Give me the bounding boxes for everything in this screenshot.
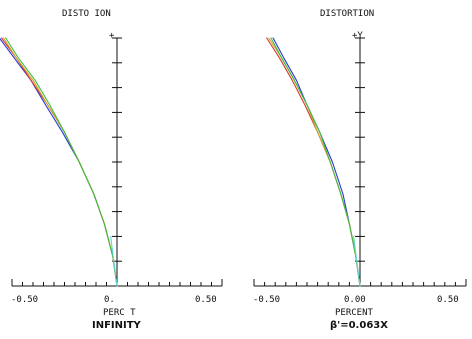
- left-distortion-curve-1: [0, 37, 118, 287]
- left-distortion-curve-2: [0, 37, 118, 287]
- left-caption: INFINITY: [92, 320, 142, 331]
- right-caption: β'=0.063X: [330, 320, 388, 331]
- left-distortion-curve-4: [5, 37, 118, 287]
- right-x-ticks: [253, 279, 467, 286]
- right-curves: [266, 37, 361, 287]
- left-x-tick-label: 0.: [104, 295, 115, 305]
- right-top-marker: +Y: [352, 31, 363, 41]
- left-panel: DISTO ION + -0.50 0. 0.50 PERC T INFINIT…: [0, 9, 223, 331]
- left-x-ticks: [11, 279, 223, 286]
- right-x-tick-label: -0.50: [253, 295, 280, 305]
- right-x-tick-label: 0.50: [437, 295, 459, 305]
- right-x-tick-label: 0.00: [344, 295, 366, 305]
- right-distortion-curve-4: [270, 37, 361, 287]
- right-distortion-curve-3: [268, 37, 361, 287]
- right-title: DISTORTION: [320, 9, 374, 19]
- left-distortion-curve-3: [3, 37, 118, 287]
- left-x-tick-label: -0.50: [11, 295, 38, 305]
- left-x-label: PERC T: [103, 308, 136, 318]
- left-top-marker: +: [109, 31, 115, 41]
- left-x-tick-label: 0.50: [195, 295, 217, 305]
- right-distortion-curve-5: [353, 235, 361, 287]
- left-curves: [0, 37, 118, 287]
- left-title: DISTO ION: [62, 9, 111, 19]
- left-distortion-curve-5: [110, 235, 118, 287]
- right-distortion-curve-1: [272, 37, 361, 287]
- right-distortion-curve-2: [266, 37, 361, 287]
- right-panel: DISTORTION +Y -0.50 0.00 0.50 PERCENT β'…: [253, 9, 467, 331]
- right-x-label: PERCENT: [335, 308, 374, 318]
